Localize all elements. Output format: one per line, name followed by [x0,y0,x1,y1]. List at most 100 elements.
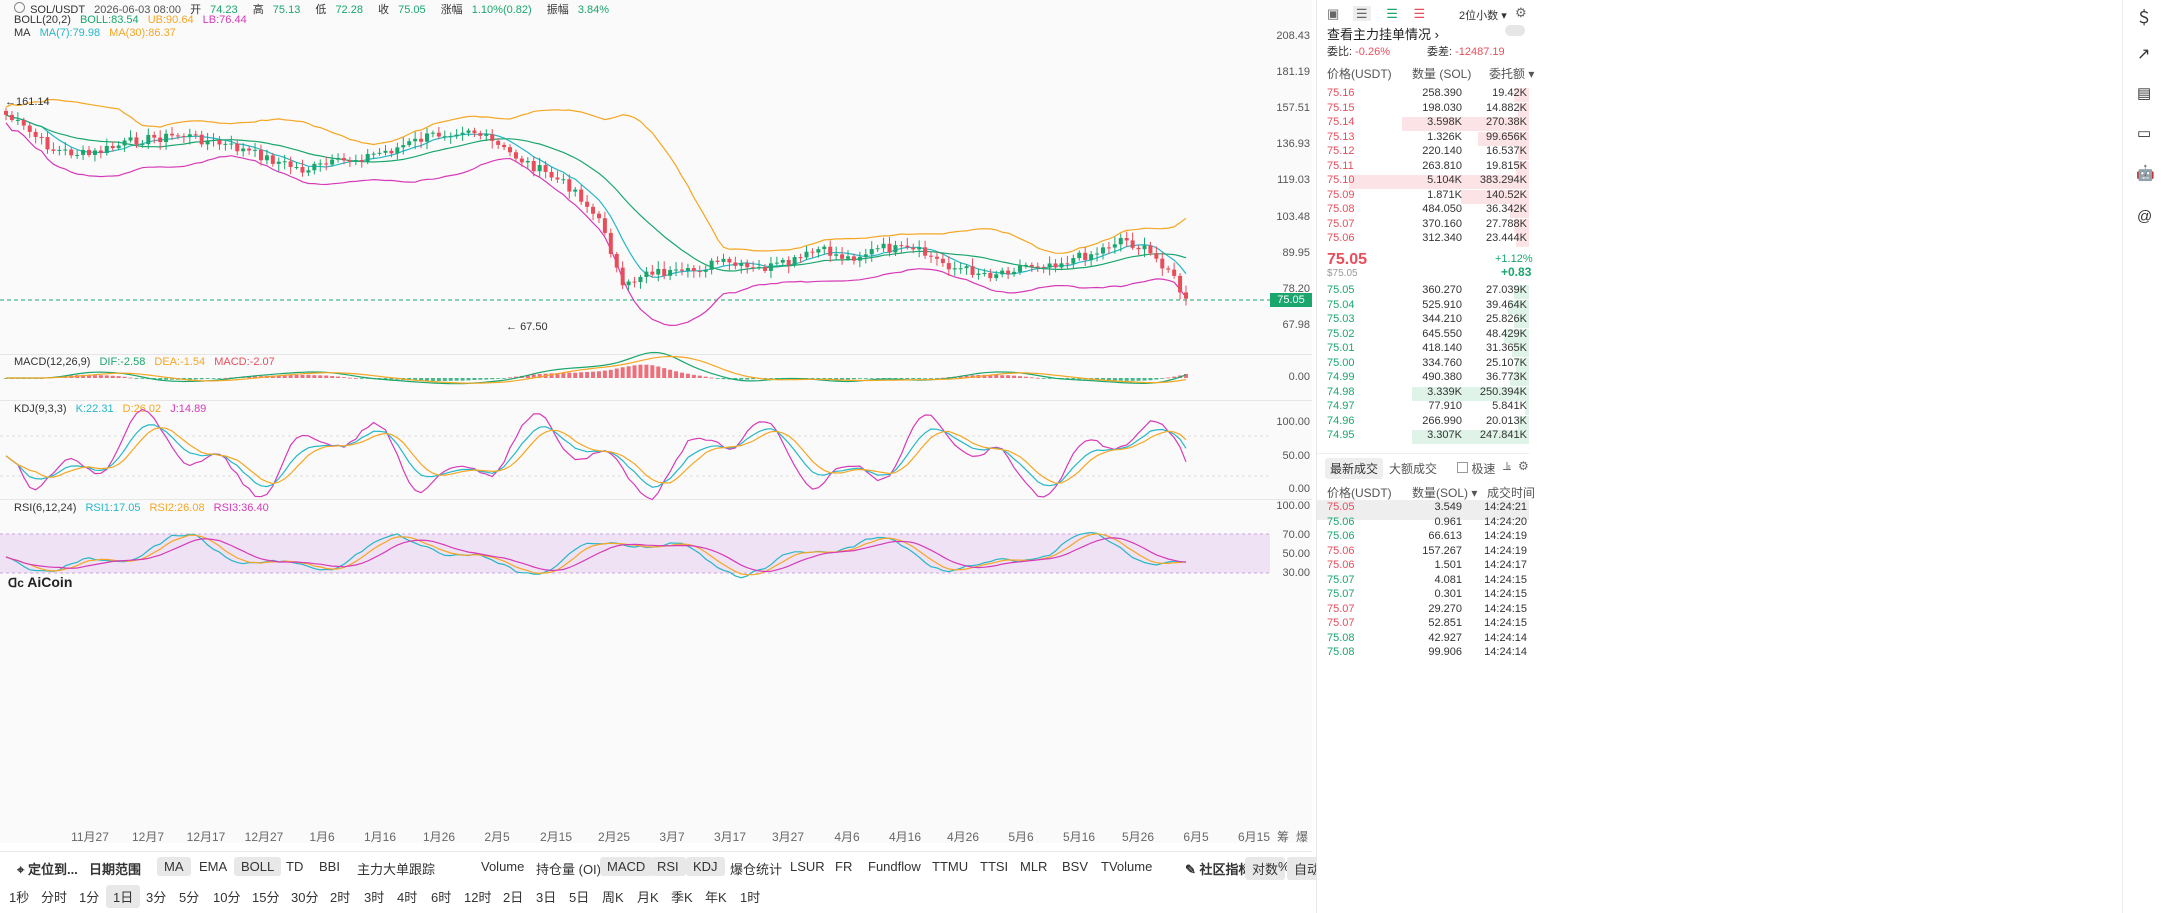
indicator-td[interactable]: TD [286,859,304,874]
indicator-bsv[interactable]: BSV [1062,859,1089,874]
indicator-macd[interactable]: MACD [600,857,653,876]
interval-10m[interactable]: 10分 [213,890,241,905]
interval-1s[interactable]: 1秒 [9,890,30,905]
locate-button[interactable]: ⌖ 定位到... [17,862,78,877]
bid-row[interactable]: 74.95 3.307K 247.841K [1317,429,1529,449]
filter-icon[interactable]: ⫡ [1503,459,1512,473]
price-axis[interactable]: 208.43 181.19 157.51 136.93 119.03 103.4… [1270,0,1312,843]
precision-select[interactable]: 2位小数 ▾ [1459,10,1507,22]
interval-1m[interactable]: 1分 [79,890,100,905]
bid-row[interactable]: 75.04 525.910 39.464K [1317,299,1529,319]
ask-row[interactable]: 75.11 263.810 19.815K [1317,160,1529,180]
interval-2d[interactable]: 2日 [503,890,524,905]
chart-area[interactable]: SOL/USDT 2026-06-03 08:00 开 74.23 高 75.1… [0,0,1312,844]
both-view-icon[interactable]: ▣ [1327,6,1340,21]
interval-15m[interactable]: 15分 [252,890,280,905]
interval-5d[interactable]: 5日 [569,890,590,905]
indicator-liq[interactable]: 爆仓统计 [730,862,783,877]
date-range-button[interactable]: 日期范围 [89,862,142,877]
indicator-rsi[interactable]: RSI [650,857,686,876]
interval-3m[interactable]: 3分 [146,890,167,905]
interval-3h[interactable]: 3时 [364,890,385,905]
tr-col-qty[interactable]: 数量(SOL) ▾ [1412,486,1478,500]
interval-1d[interactable]: 1日 [106,885,141,908]
interval-month[interactable]: 月K [637,890,659,905]
bid-row[interactable]: 75.02 645.550 48.429K [1317,328,1529,348]
bid-row[interactable]: 74.99 490.380 36.773K [1317,371,1529,391]
ob-col-total[interactable]: 委托额 ▾ [1489,67,1535,81]
bid-row[interactable]: 75.01 418.140 31.365K [1317,342,1529,362]
collapse-icon[interactable] [14,2,25,13]
bid-row[interactable]: 74.98 3.339K 250.394K [1317,386,1529,406]
bid-row[interactable]: 74.97 77.910 5.841K [1317,400,1529,420]
macd-legend[interactable]: MACD(12,26,9) DIF:-2.58 DEA:-1.54 MACD:-… [14,356,281,368]
ask-row[interactable]: 75.09 1.871K 140.52K [1317,189,1529,209]
trade-settings-icon[interactable]: ⚙ [1518,459,1529,473]
indicator-ttsi[interactable]: TTSI [980,859,1009,874]
depth-link[interactable]: 查看主力挂单情况 › [1327,27,1439,42]
interval-2h[interactable]: 2时 [330,890,351,905]
indicator-mlr[interactable]: MLR [1020,859,1048,874]
wallet-icon[interactable]: ▭ [2137,125,2152,142]
interval-30m[interactable]: 30分 [291,890,319,905]
tab-large-trades[interactable]: 大额成交 [1389,462,1438,476]
chart-trend-icon[interactable]: ↗ [2137,46,2151,63]
rsi-legend[interactable]: RSI(6,12,24) RSI1:17.05 RSI2:26.08 RSI3:… [14,502,275,514]
indicator-fr[interactable]: FR [835,859,853,874]
panel-icon[interactable]: ▤ [2137,85,2152,102]
interval-5m[interactable]: 5分 [179,890,200,905]
interval-year[interactable]: 年K [705,890,727,905]
depth-toggle[interactable] [1505,25,1525,36]
buy-view-icon[interactable]: ☰ [1386,6,1398,21]
indicator-ma[interactable]: MA [157,857,191,876]
fast-checkbox[interactable]: 极速 [1457,460,1495,477]
indicator-lsur[interactable]: LSUR [790,859,825,874]
interval-6h[interactable]: 6时 [431,890,452,905]
kdj-legend[interactable]: KDJ(9,3,3) K:22.31 D:26.02 J:14.89 [14,403,212,415]
interval-3d[interactable]: 3日 [536,890,557,905]
bid-ask-view-icon[interactable]: ☰ [1352,6,1371,21]
chips-button[interactable]: 筹 [1276,830,1290,844]
indicator-fundflow[interactable]: Fundflow [868,859,921,874]
interval-timeline[interactable]: 分时 [41,890,68,905]
percent-toggle[interactable]: % [1278,859,1290,874]
indicator-big-order[interactable]: 主力大单跟踪 [357,862,436,877]
ask-row[interactable]: 75.08 484.050 36.342K [1317,203,1529,223]
at-icon[interactable]: @ [2137,208,2153,225]
ask-row[interactable]: 75.07 370.160 27.788K [1317,218,1529,238]
interval-12h[interactable]: 12时 [464,890,492,905]
indicator-kdj[interactable]: KDJ [686,857,725,876]
dollar-icon[interactable]: ＄ [2136,10,2153,27]
interval-week[interactable]: 周K [602,890,624,905]
ask-row[interactable]: 75.10 5.104K 383.294K [1317,174,1529,194]
community-indicator-button[interactable]: ✎ 社区指标 [1185,862,1252,877]
indicator-ttmu[interactable]: TTMU [932,859,969,874]
log-toggle[interactable]: 对数 [1245,857,1286,880]
interval-4h[interactable]: 4时 [397,890,418,905]
tab-latest-trades[interactable]: 最新成交 [1325,458,1384,479]
indicator-bbi[interactable]: BBI [319,859,340,874]
bid-row[interactable]: 75.00 334.760 25.107K [1317,357,1529,377]
bid-row[interactable]: 75.03 344.210 25.826K [1317,313,1529,333]
ma-legend[interactable]: MA MA(7):79.98 MA(30):86.37 [14,27,182,39]
ask-row[interactable]: 75.12 220.140 16.537K [1317,145,1529,165]
indicator-volume[interactable]: Volume [481,859,525,874]
price-chart-canvas[interactable] [0,0,1312,843]
robot-icon[interactable]: 🤖 [2136,165,2155,182]
ask-row[interactable]: 75.15 198.030 14.882K [1317,102,1529,122]
ask-row[interactable]: 75.06 312.340 23.444K [1317,232,1529,252]
indicator-ema[interactable]: EMA [199,859,228,874]
interval-1h[interactable]: 1时 [740,890,761,905]
interval-quarter[interactable]: 季K [671,890,693,905]
liquidation-button[interactable]: 爆 [1295,830,1309,844]
indicator-tvolume[interactable]: TVolume [1101,859,1153,874]
settings-icon[interactable]: ⚙ [1515,5,1527,20]
sell-view-icon[interactable]: ☰ [1413,6,1426,21]
ask-row[interactable]: 75.13 1.326K 99.656K [1317,131,1529,151]
indicator-boll[interactable]: BOLL [234,857,282,876]
indicator-oi[interactable]: 持仓量 (OI) [536,862,601,877]
bid-row[interactable]: 75.05 360.270 27.039K [1317,284,1529,304]
ask-row[interactable]: 75.16 258.390 19.42K [1317,87,1529,107]
boll-legend[interactable]: BOLL(20,2) BOLL:83.54 UB:90.64 LB:76.44 [14,14,253,26]
bid-row[interactable]: 74.96 266.990 20.013K [1317,415,1529,435]
